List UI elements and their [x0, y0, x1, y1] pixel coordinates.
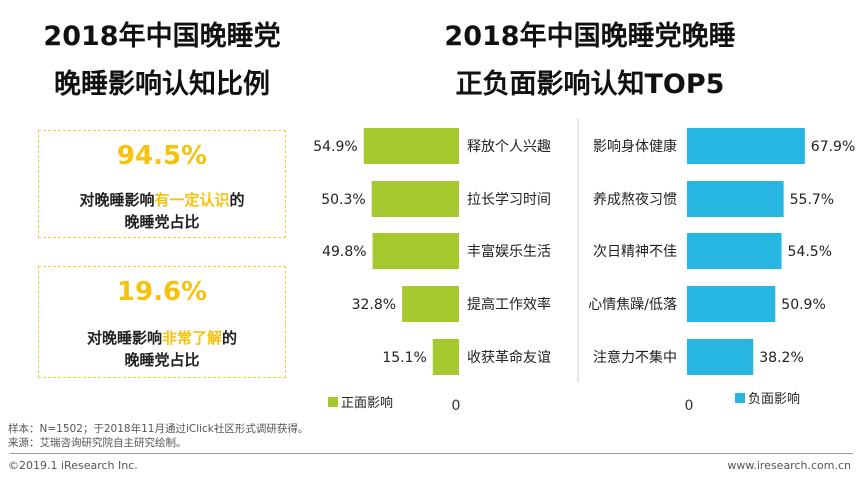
positive-value-label: 49.8%	[322, 244, 366, 260]
stat-expert-percent: 19.6%	[116, 277, 208, 307]
negative-category-label: 注意力不集中	[593, 349, 677, 366]
stat-expert-desc: 对晚睡影响非常了解的	[39, 327, 285, 348]
negative-bar	[687, 286, 776, 322]
positive-value-label: 32.8%	[352, 297, 396, 313]
negative-bar	[687, 128, 805, 164]
footer-divider	[10, 453, 853, 454]
stat-aware-desc: 对晚睡影响有一定认识的	[39, 189, 285, 210]
positive-category-label: 提高工作效率	[467, 296, 551, 313]
footer-copyright: ©2019.1 iResearch Inc.	[8, 459, 138, 472]
positive-legend-label: 正面影响	[341, 395, 393, 411]
stat-expert-desc-pre: 对晚睡影响	[86, 329, 162, 347]
negative-value-label: 54.5%	[788, 244, 832, 260]
right-title-line2: 正负面影响认知TOP5	[455, 69, 725, 100]
stat-aware-percent: 94.5%	[116, 141, 208, 171]
negative-value-label: 38.2%	[759, 350, 803, 366]
negative-bar	[687, 233, 782, 269]
negative-axis-zero: 0	[685, 398, 694, 414]
negative-legend-label: 负面影响	[748, 391, 800, 407]
negative-category-label: 次日精神不佳	[593, 244, 677, 260]
footer-website: www.iresearch.com.cn	[727, 459, 851, 472]
negative-bar	[687, 181, 784, 217]
positive-category-label: 收获革命友谊	[467, 349, 551, 366]
left-title-line2: 晚睡影响认知比例	[54, 69, 270, 100]
left-title-line1: 2018年中国晚睡党	[43, 21, 281, 52]
negative-category-label: 养成熬夜习惯	[593, 191, 677, 208]
negative-value-label: 55.7%	[790, 192, 834, 208]
positive-bar	[371, 181, 459, 217]
stat-expert-desc-highlight: 非常了解	[161, 329, 222, 347]
positive-value-label: 54.9%	[313, 139, 357, 155]
negative-category-label: 影响身体健康	[593, 138, 677, 155]
stat-aware-desc-post: 的	[229, 191, 245, 209]
negative-category-label: 心情焦躁/低落	[588, 297, 677, 313]
negative-value-label: 50.9%	[781, 297, 825, 313]
stat-aware-desc-line2: 晚睡党占比	[124, 213, 200, 231]
positive-category-label: 丰富娱乐生活	[467, 243, 551, 260]
stat-expert-desc-line2: 晚睡党占比	[124, 351, 200, 369]
positive-value-label: 50.3%	[321, 192, 365, 208]
positive-category-label: 释放个人兴趣	[467, 139, 551, 155]
positive-bar	[402, 286, 459, 322]
positive-bar	[432, 339, 459, 375]
footnote-sample: 样本：N=1502；于2018年11月通过iClick社区形式调研获得。	[8, 423, 309, 435]
negative-bar	[687, 339, 754, 375]
positive-legend-swatch	[328, 397, 338, 407]
footnote-source: 来源：艾瑞咨询研究院自主研究绘制。	[8, 437, 187, 449]
stat-card-expert: 19.6% 对晚睡影响非常了解的 晚睡党占比	[38, 266, 286, 378]
stat-expert-desc-post: 的	[222, 329, 238, 347]
positive-value-label: 15.1%	[382, 350, 426, 366]
positive-category-label: 拉长学习时间	[467, 192, 551, 208]
right-title-line1: 2018年中国晚睡党晚睡	[444, 21, 736, 52]
negative-legend-swatch	[735, 393, 745, 403]
stat-aware-desc-pre: 对晚睡影响	[79, 191, 155, 209]
negative-value-label: 67.9%	[811, 139, 855, 155]
stat-card-aware: 94.5% 对晚睡影响有一定认识的 晚睡党占比	[38, 130, 286, 238]
positive-bar	[363, 128, 459, 164]
stat-aware-desc-highlight: 有一定认识	[154, 191, 230, 209]
positive-axis-zero: 0	[452, 398, 461, 414]
positive-bar	[372, 233, 459, 269]
